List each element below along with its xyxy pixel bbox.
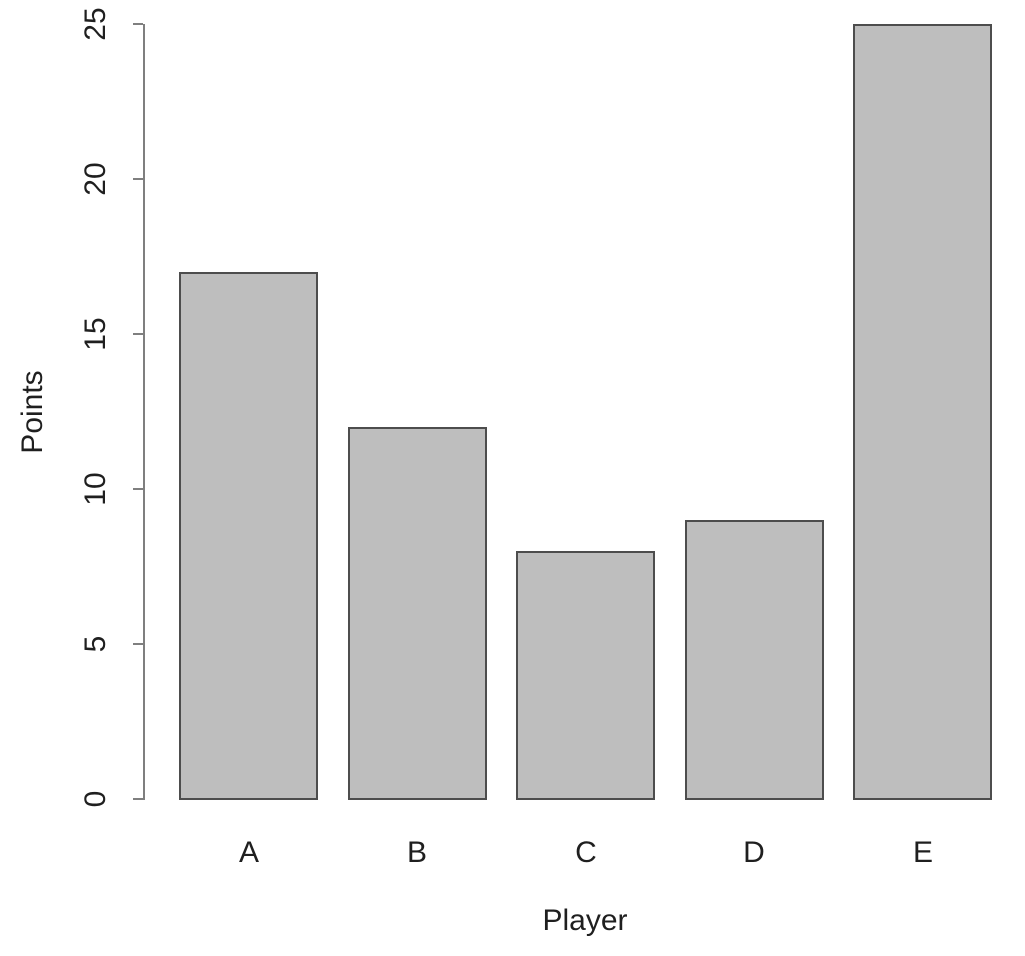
x-category-label-C: C: [575, 836, 597, 869]
x-axis-title: Player: [542, 904, 628, 937]
y-tick-mark: [133, 178, 143, 180]
y-tick-label: 0: [79, 790, 112, 808]
y-axis-title: Points: [16, 369, 49, 454]
y-tick-mark: [133, 798, 143, 800]
x-category-label-D: D: [743, 836, 765, 869]
y-tick-mark: [133, 643, 143, 645]
y-tick-label: 20: [79, 162, 112, 196]
x-category-label-A: A: [238, 836, 260, 869]
y-tick-label: 15: [79, 317, 112, 351]
y-tick-mark: [133, 333, 143, 335]
bar-B: [348, 427, 487, 800]
bar-E: [853, 24, 992, 800]
bar-D: [685, 520, 824, 800]
y-tick-mark: [133, 23, 143, 25]
y-tick-label: 25: [79, 7, 112, 41]
x-category-label-B: B: [406, 836, 428, 869]
x-category-label-E: E: [912, 836, 934, 869]
y-tick-label: 5: [79, 635, 112, 653]
y-axis-line: [143, 24, 145, 800]
y-tick-mark: [133, 488, 143, 490]
y-tick-label: 10: [79, 472, 112, 506]
bar-C: [516, 551, 655, 800]
bar-A: [179, 272, 318, 800]
